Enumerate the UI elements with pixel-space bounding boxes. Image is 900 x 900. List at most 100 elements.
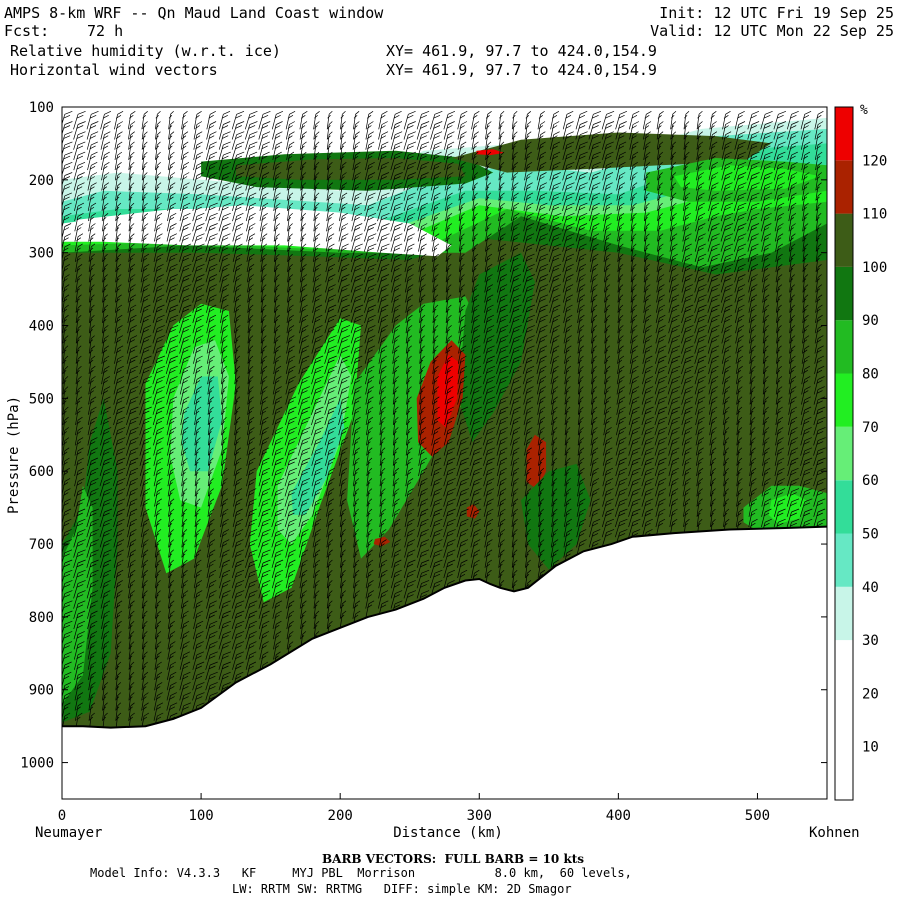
- wind-barb-1418: [391, 304, 401, 324]
- wind-barb-438: [152, 294, 165, 313]
- wind-barb-571: [180, 427, 189, 446]
- wind-barb-2669: [761, 467, 771, 487]
- wind-barb-1959: [538, 539, 545, 558]
- rh-contours: [62, 107, 827, 723]
- wind-barb-893: [259, 202, 269, 222]
- wind-barb-862: [246, 447, 256, 466]
- wind-barb-2502: [709, 437, 717, 456]
- wind-barb-1580: [430, 478, 442, 497]
- wind-barb-536: [166, 682, 177, 701]
- wind-barb-2611: [748, 294, 758, 313]
- wind-barb-435: [153, 263, 164, 283]
- wind-barb-839: [246, 212, 256, 232]
- wind-barb-1071: [298, 365, 310, 385]
- wind-barb-1205: [339, 151, 347, 171]
- wind-barb-2207: [616, 386, 625, 405]
- wind-barb-26: [62, 376, 69, 395]
- wind-barb-1918: [537, 121, 546, 140]
- wind-barb-363: [141, 141, 148, 160]
- wind-barb-455: [153, 467, 163, 487]
- wind-barb-1793: [496, 284, 508, 303]
- wind-barb-2697: [776, 335, 782, 354]
- wind-barb-1007: [287, 253, 293, 273]
- wind-barb-1308: [364, 182, 376, 201]
- wind-barb-1284: [352, 447, 360, 466]
- wind-barb-1897: [523, 386, 534, 405]
- wind-barb-2448: [694, 304, 707, 324]
- wind-barb-344: [127, 559, 136, 579]
- wind-barb-1518: [419, 335, 425, 354]
- wind-barb-744: [221, 396, 227, 415]
- wind-barb-949: [273, 213, 281, 232]
- wind-barb-580: [181, 518, 188, 538]
- wind-barb-2110: [590, 264, 599, 283]
- wind-barb-758: [219, 539, 230, 558]
- wind-barb-1940: [536, 345, 548, 364]
- wind-barb-1204: [339, 141, 347, 160]
- wind-barb-847: [247, 294, 254, 313]
- wind-barb-1304: [365, 141, 375, 160]
- wind-barb-1221: [337, 314, 351, 334]
- wind-barb-2659: [762, 365, 769, 385]
- wind-barb-1840: [509, 284, 522, 303]
- wind-barb-2134: [589, 508, 600, 528]
- wind-barb-616: [192, 284, 205, 303]
- wind-barb-1138: [312, 518, 322, 538]
- wind-barb-2654: [762, 314, 769, 334]
- wind-barb-2099: [588, 151, 601, 171]
- wind-barb-466: [155, 580, 161, 599]
- wind-barb-361: [141, 121, 148, 140]
- wind-barb-1271: [350, 314, 364, 334]
- wind-barb-1713: [469, 406, 482, 426]
- wind-barb-2308: [656, 131, 664, 150]
- wind-barb-72: [74, 233, 84, 252]
- wind-barb-2498: [708, 396, 718, 415]
- wind-barb-908: [260, 355, 267, 375]
- wind-barb-51: [62, 631, 73, 646]
- wind-barb-1577: [430, 447, 441, 466]
- wind-barb-2382: [668, 467, 679, 487]
- wind-barb-1267: [350, 274, 364, 293]
- wind-barb-566: [179, 376, 190, 395]
- wind-barb-75: [75, 264, 83, 283]
- wind-barb-2197: [617, 284, 624, 303]
- wind-barb-266: [113, 376, 125, 395]
- wind-barb-1877: [523, 182, 533, 201]
- wind-barb-1117: [311, 304, 323, 324]
- wind-barb-1212: [338, 223, 349, 242]
- colorbar-label-20: 20: [862, 686, 879, 702]
- wind-barb-2434: [696, 162, 704, 181]
- wind-barb-2018: [562, 212, 575, 232]
- wind-barb-2808: [815, 213, 822, 232]
- wind-barb-497: [165, 284, 179, 303]
- wind-barb-774: [231, 121, 245, 140]
- wind-barb-2297: [641, 447, 654, 466]
- wind-barb-2291: [641, 386, 654, 405]
- wind-barb-2483: [707, 243, 720, 262]
- wind-barb-1880: [523, 212, 534, 232]
- colorbar-box-0: [835, 746, 853, 800]
- wind-barb-1789: [497, 243, 507, 262]
- wind-barb-1410: [390, 223, 403, 242]
- wind-barb-207: [100, 386, 111, 405]
- wind-barb-1234: [338, 447, 348, 466]
- wind-barb-1675: [456, 488, 469, 507]
- wind-barb-985: [272, 580, 283, 599]
- wind-barb-869: [245, 518, 258, 538]
- wind-barb-588: [180, 600, 189, 619]
- wind-barb-433: [153, 243, 163, 262]
- wind-barb-644: [193, 569, 202, 589]
- wind-barb-1755: [482, 365, 496, 385]
- wind-barb-2724: [788, 192, 797, 211]
- wind-barb-2169: [603, 427, 612, 446]
- wind-barb-563: [179, 345, 191, 364]
- wind-barb-2475: [708, 161, 718, 181]
- wind-barb-798: [234, 365, 241, 385]
- wind-barb-817: [231, 559, 245, 579]
- wind-barb-2686: [774, 223, 784, 242]
- wind-barb-722: [218, 172, 232, 191]
- wind-barb-1188: [325, 498, 334, 517]
- wind-barb-1866: [511, 549, 518, 568]
- wind-barb-447: [152, 386, 165, 405]
- wind-barb-2431: [696, 131, 703, 150]
